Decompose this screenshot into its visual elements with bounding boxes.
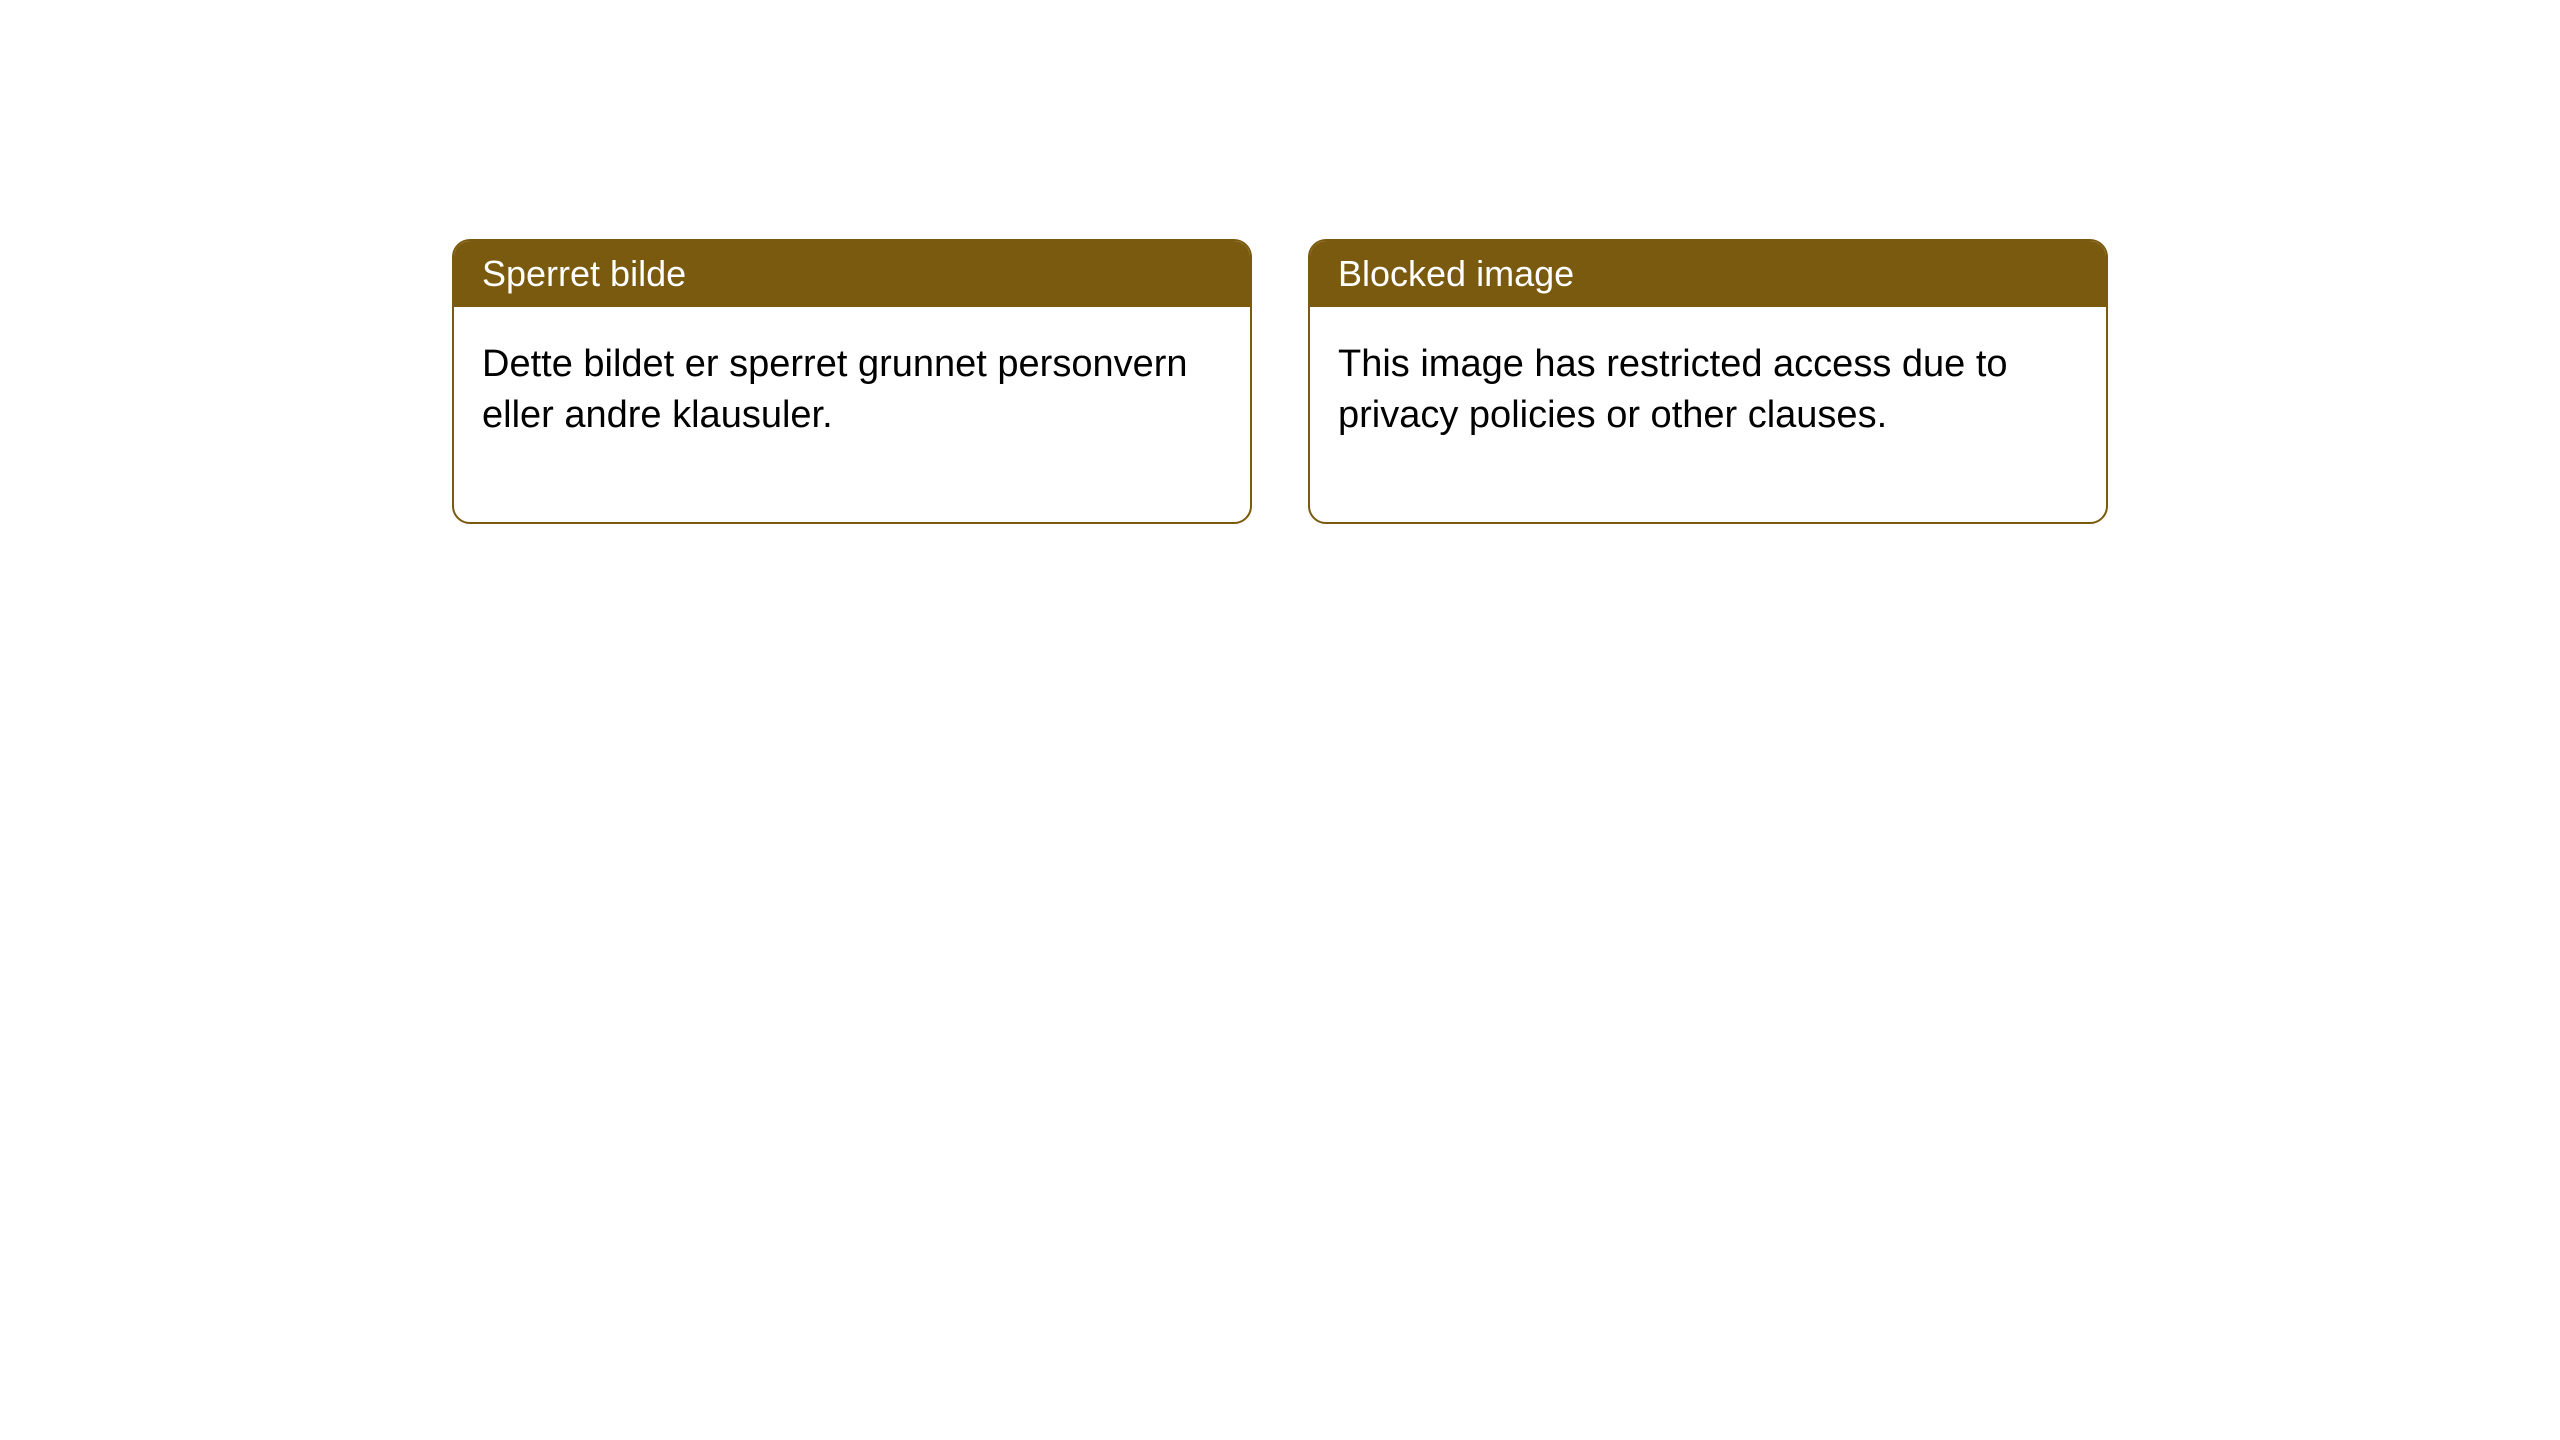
card-body-text-en: This image has restricted access due to … <box>1338 343 2008 436</box>
cards-container: Sperret bilde Dette bildet er sperret gr… <box>452 239 2108 524</box>
blocked-image-card-no: Sperret bilde Dette bildet er sperret gr… <box>452 239 1252 524</box>
card-title-en: Blocked image <box>1338 253 1574 294</box>
card-title-no: Sperret bilde <box>482 253 686 294</box>
card-body-en: This image has restricted access due to … <box>1310 307 2106 522</box>
card-header-en: Blocked image <box>1310 241 2106 307</box>
blocked-image-card-en: Blocked image This image has restricted … <box>1308 239 2108 524</box>
card-body-no: Dette bildet er sperret grunnet personve… <box>454 307 1250 522</box>
card-header-no: Sperret bilde <box>454 241 1250 307</box>
card-body-text-no: Dette bildet er sperret grunnet personve… <box>482 343 1188 436</box>
